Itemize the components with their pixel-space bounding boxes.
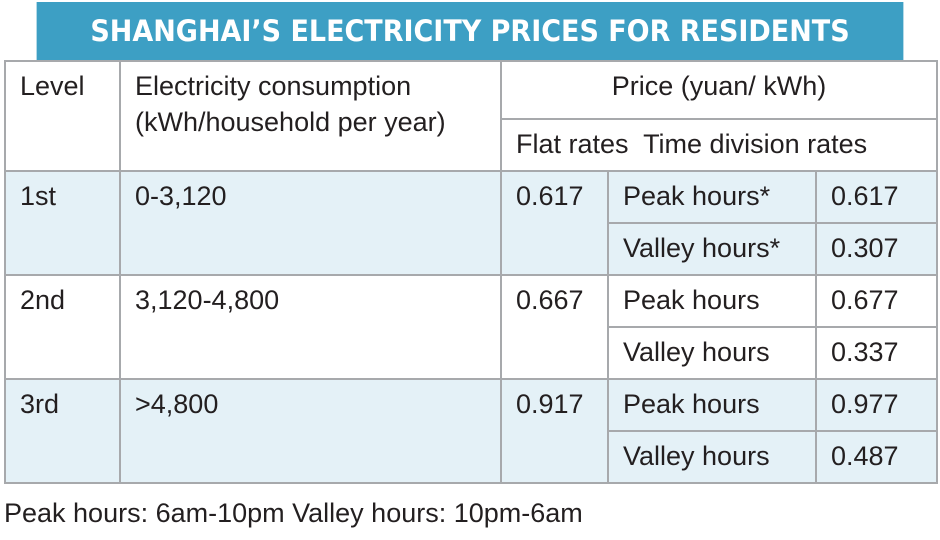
valley-price-cell: 0.337: [815, 326, 938, 380]
table-row: 2nd 3,120-4,800 0.667 Peak hours 0.677: [4, 274, 938, 380]
valley-price-cell: 0.307: [815, 222, 938, 276]
flat-rate-cell: 0.917: [500, 378, 609, 484]
header-consumption-line2: (kWh/household per year): [135, 107, 446, 137]
consumption-cell: 3,120-4,800: [119, 274, 502, 380]
header-consumption: Electricity consumption (kWh/household pe…: [119, 60, 502, 172]
peak-label-cell: Peak hours: [607, 274, 817, 328]
table-row: Valley hours 0.487: [5, 430, 938, 484]
footnote: Peak hours: 6am-10pm Valley hours: 10pm-…: [4, 498, 583, 528]
level-cell: 1st: [4, 170, 121, 276]
valley-label-cell: Valley hours: [607, 430, 817, 484]
valley-label-cell: Valley hours: [607, 326, 817, 380]
flat-rate-cell: 0.617: [500, 170, 609, 276]
consumption-cell: >4,800: [119, 378, 502, 484]
level-cell: 2nd: [4, 274, 121, 380]
table-row: 1st 0-3,120 0.617 Peak hours* 0.617: [4, 170, 938, 276]
header-time-division-rates: Time division rates: [643, 129, 868, 159]
header-level: Level: [4, 60, 121, 172]
level-cell: 3rd: [4, 378, 121, 484]
table-row: Valley hours 0.337: [5, 326, 938, 380]
peak-price-cell: 0.977: [815, 378, 938, 432]
header-price: Price (yuan/ kWh): [500, 60, 938, 120]
flat-rate-cell: 0.667: [500, 274, 609, 380]
peak-label-cell: Peak hours: [607, 378, 817, 432]
table-row: 3rd >4,800 0.917 Peak hours 0.977: [4, 378, 938, 484]
valley-label-cell: Valley hours*: [607, 222, 817, 276]
table-title: SHANGHAI’S ELECTRICITY PRICES FOR RESIDE…: [36, 2, 904, 60]
consumption-cell: 0-3,120: [119, 170, 502, 276]
header-consumption-line1: Electricity consumption: [135, 71, 412, 101]
peak-price-cell: 0.617: [815, 170, 938, 224]
electricity-price-table: Level Electricity consumption (kWh/househ…: [4, 60, 938, 484]
valley-price-cell: 0.487: [815, 430, 938, 484]
peak-label-cell: Peak hours*: [607, 170, 817, 224]
header-flat-rates: Flat rates: [516, 129, 629, 159]
header-rates: Flat rates Time division rates: [500, 118, 938, 172]
table-row: Valley hours* 0.307: [5, 222, 938, 276]
peak-price-cell: 0.677: [815, 274, 938, 328]
